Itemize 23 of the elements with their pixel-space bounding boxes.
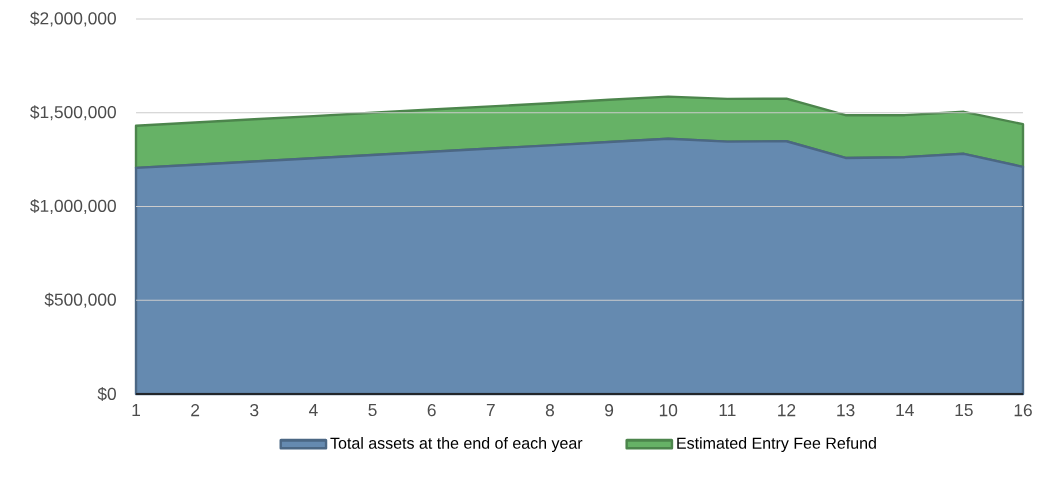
x-tick-label: 4 xyxy=(308,404,318,416)
x-tick-label: 12 xyxy=(778,404,796,417)
x-tick-label: 8 xyxy=(545,404,555,417)
x-tick-label: 9 xyxy=(605,404,614,417)
x-tick-label: 10 xyxy=(659,404,678,417)
x-tick-label: 16 xyxy=(1014,404,1032,417)
x-tick-label: 1 xyxy=(132,404,140,416)
x-tick-label: 5 xyxy=(368,404,377,417)
x-tick-label: 14 xyxy=(896,404,914,416)
legend-label: Total assets at the end of each year xyxy=(330,437,583,453)
x-tick-label: 2 xyxy=(191,404,200,417)
y-tick-label: $1,000,000 xyxy=(30,198,116,215)
legend-label: Estimated Entry Fee Refund xyxy=(677,437,876,453)
y-tick-label: $500,000 xyxy=(44,292,116,308)
x-tick-label: 15 xyxy=(955,404,973,417)
y-tick-label: $2,000,000 xyxy=(30,11,116,27)
x-tick-label: 7 xyxy=(486,404,495,416)
x-tick-label: 13 xyxy=(837,404,855,417)
x-tick-label: 3 xyxy=(250,404,259,417)
y-tick-label: $1,500,000 xyxy=(30,105,116,121)
x-tick-label: 11 xyxy=(719,404,736,416)
x-tick-label: 6 xyxy=(427,404,436,417)
y-tick-label: $0 xyxy=(97,386,116,401)
